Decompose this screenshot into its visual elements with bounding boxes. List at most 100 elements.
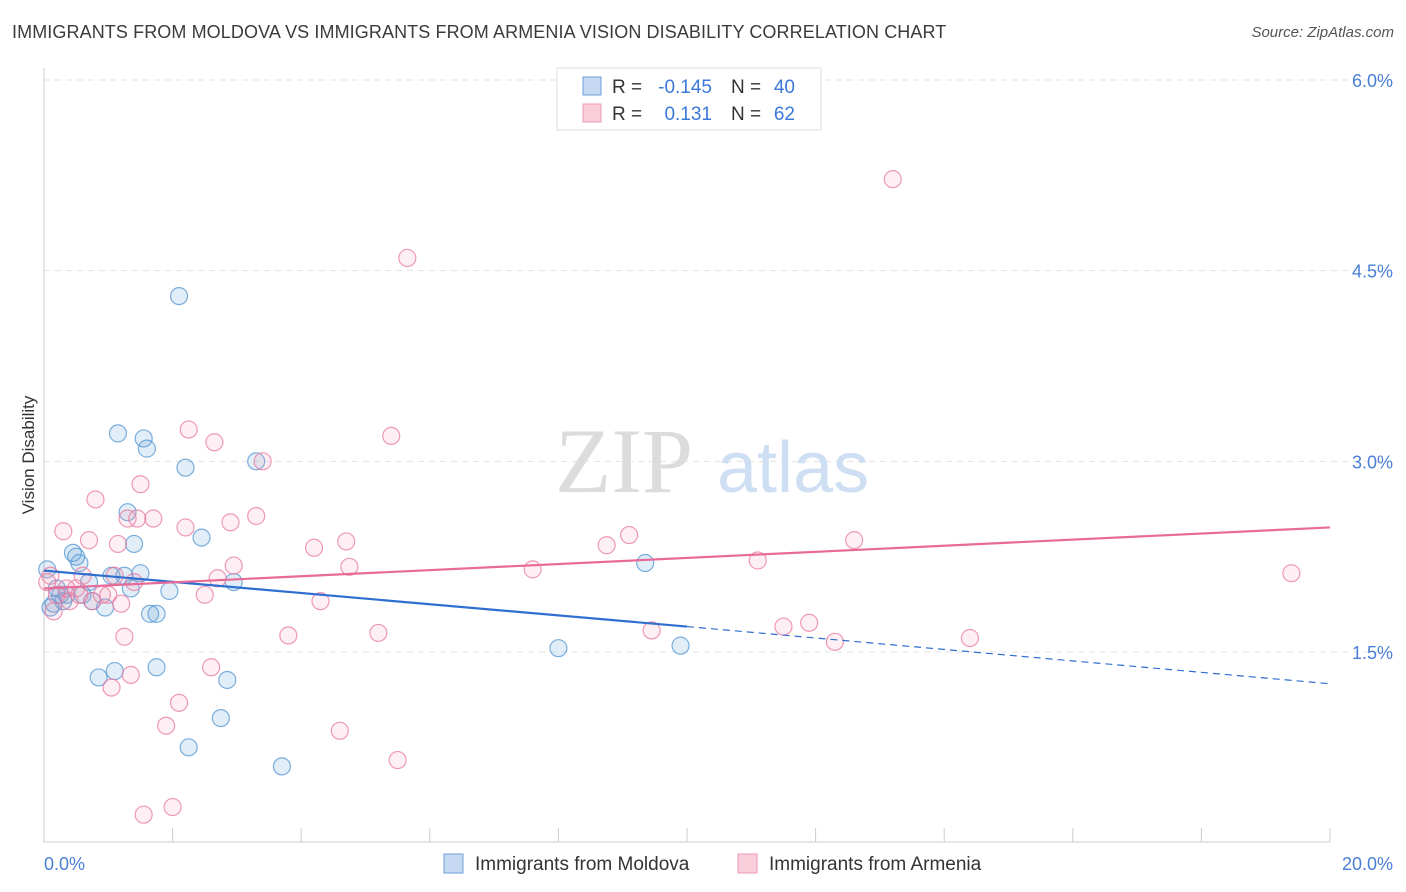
armenia-point[interactable] [620, 525, 639, 545]
armenia-point[interactable] [337, 532, 356, 551]
armenia-point[interactable] [86, 490, 105, 509]
moldova-point[interactable] [211, 708, 230, 728]
moldova-point[interactable] [192, 528, 211, 547]
armenia-point[interactable] [118, 509, 137, 528]
armenia-point[interactable] [54, 522, 73, 541]
armenia-point[interactable] [774, 617, 793, 636]
gridlines [44, 79, 1390, 653]
armenia-r-value: 0.131 [664, 104, 712, 125]
moldova-r-label: R = [612, 77, 642, 98]
trend-lines [43, 526, 1331, 685]
moldova-n-label: N = [731, 77, 761, 98]
moldova-point[interactable] [118, 503, 137, 522]
y-tick-label: 1.5% [1352, 643, 1393, 663]
watermark-zip: ZIP [555, 410, 693, 512]
moldova-point[interactable] [549, 639, 568, 658]
armenia-point[interactable] [221, 513, 240, 532]
armenia-point[interactable] [224, 556, 243, 575]
moldova-point[interactable] [147, 658, 166, 677]
armenia-point[interactable] [102, 678, 121, 697]
armenia-point[interactable] [73, 566, 92, 585]
armenia-point[interactable] [642, 621, 661, 640]
moldova-point[interactable] [636, 553, 655, 573]
moldova-point[interactable] [124, 534, 144, 554]
armenia-point[interactable] [523, 560, 542, 579]
moldova-swatch [582, 76, 602, 96]
armenia-point[interactable] [311, 592, 330, 611]
moldova-point[interactable] [671, 636, 690, 655]
moldova-trend-extension [686, 625, 1331, 685]
armenia-point[interactable] [44, 602, 63, 621]
armenia-point[interactable] [108, 534, 128, 554]
armenia-point[interactable] [205, 433, 224, 452]
armenia-point[interactable] [121, 665, 140, 684]
armenia-point[interactable] [38, 572, 57, 592]
armenia-point[interactable] [195, 585, 214, 604]
armenia-point[interactable] [960, 628, 980, 648]
moldova-point[interactable] [179, 738, 198, 757]
armenia-point[interactable] [157, 716, 176, 735]
y-axis-label: Vision Disability [19, 395, 38, 514]
moldova-point[interactable] [140, 604, 160, 623]
legend-armenia-swatch[interactable] [737, 853, 758, 874]
armenia-point[interactable] [144, 509, 163, 528]
legend-moldova-swatch[interactable] [443, 853, 464, 874]
moldova-point[interactable] [160, 581, 179, 601]
legend-armenia-label[interactable]: Immigrants from Armenia [769, 854, 982, 875]
moldova-point[interactable] [147, 604, 166, 623]
armenia-n-label: N = [731, 104, 761, 125]
x-tick-label-min: 0.0% [44, 854, 85, 874]
armenia-point[interactable] [70, 585, 89, 604]
moldova-point[interactable] [169, 286, 189, 306]
moldova-point[interactable] [131, 564, 150, 583]
armenia-point[interactable] [279, 626, 298, 645]
x-tick-label-max: 20.0% [1342, 854, 1393, 874]
armenia-point[interactable] [330, 721, 349, 740]
armenia-point[interactable] [163, 797, 182, 817]
armenia-point[interactable] [597, 536, 616, 555]
armenia-point[interactable] [883, 170, 902, 189]
moldova-point[interactable] [89, 668, 108, 687]
armenia-point[interactable] [304, 538, 324, 557]
armenia-point[interactable] [134, 805, 153, 824]
watermark-atlas: atlas [717, 428, 869, 508]
armenia-trend-line [43, 526, 1331, 590]
armenia-point[interactable] [176, 518, 195, 537]
moldova-point[interactable] [218, 670, 237, 690]
legend-moldova-label[interactable]: Immigrants from Moldova [475, 854, 690, 875]
watermark: ZIP atlas [555, 410, 869, 512]
armenia-point[interactable] [825, 632, 844, 651]
armenia-point[interactable] [1282, 564, 1301, 583]
armenia-n-value: 62 [774, 104, 795, 125]
armenia-point[interactable] [124, 572, 144, 592]
armenia-point[interactable] [131, 475, 150, 494]
armenia-point[interactable] [128, 509, 147, 528]
moldova-point[interactable] [105, 661, 124, 681]
armenia-point[interactable] [398, 248, 417, 268]
armenia-point[interactable] [179, 420, 198, 439]
y-tick-label: 6.0% [1352, 71, 1393, 91]
y-axis-tick-labels: 1.5% 3.0% 4.5% 6.0% [1352, 71, 1393, 663]
moldova-point[interactable] [176, 458, 195, 477]
armenia-point[interactable] [369, 623, 388, 643]
moldova-point[interactable] [108, 424, 128, 443]
armenia-point[interactable] [112, 594, 131, 613]
armenia-point[interactable] [169, 693, 189, 712]
series-legend: Immigrants from Moldova Immigrants from … [443, 853, 982, 875]
armenia-point[interactable] [115, 627, 134, 646]
armenia-point[interactable] [247, 506, 266, 526]
armenia-point[interactable] [388, 750, 407, 770]
armenia-point[interactable] [382, 426, 401, 446]
armenia-point[interactable] [202, 658, 221, 677]
armenia-point[interactable] [340, 557, 359, 576]
armenia-point[interactable] [800, 613, 819, 632]
moldova-point[interactable] [134, 429, 153, 448]
moldova-point[interactable] [247, 452, 266, 471]
moldova-point[interactable] [272, 757, 292, 776]
armenia-point[interactable] [253, 452, 272, 471]
moldova-point[interactable] [137, 439, 156, 458]
armenia-point[interactable] [845, 531, 864, 550]
armenia-point[interactable] [748, 551, 767, 570]
armenia-point[interactable] [79, 531, 99, 550]
y-tick-label: 3.0% [1352, 452, 1393, 472]
